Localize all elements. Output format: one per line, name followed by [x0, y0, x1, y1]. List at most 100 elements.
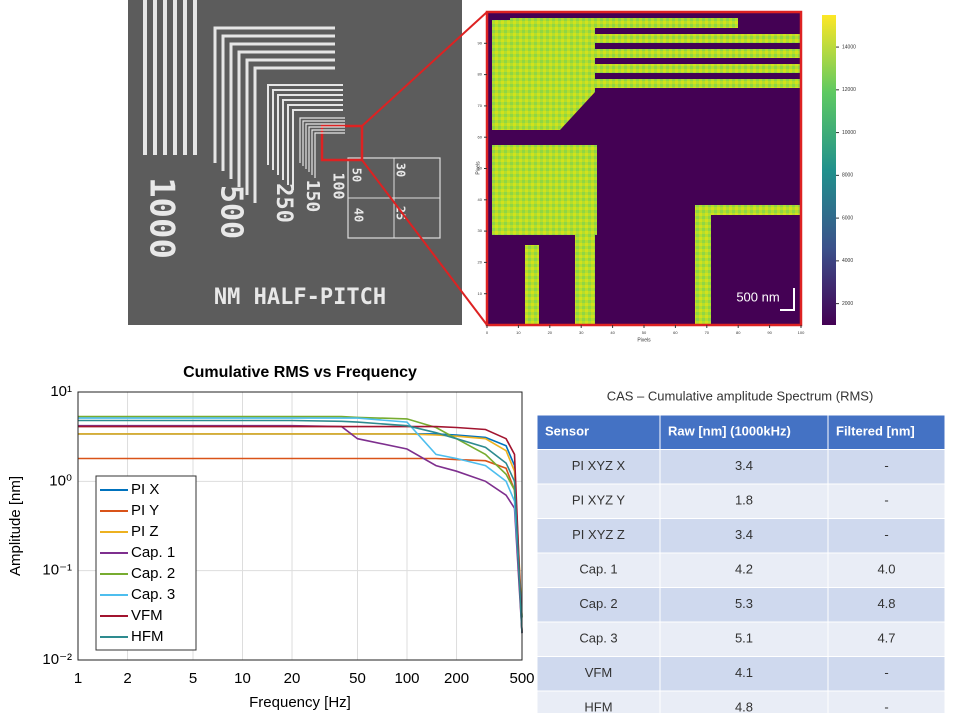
table-cell: [536, 621, 661, 657]
table-cell-text: 3.4: [735, 527, 753, 542]
sem-label: 500: [214, 185, 249, 239]
heatmap-x-tick-label: 100: [798, 330, 805, 335]
table-cell-text: -: [884, 700, 888, 713]
sem-grating: [282, 99, 343, 180]
table-cell-text: HFM: [584, 700, 612, 713]
sem-caption: NM HALF-PITCH: [214, 285, 386, 310]
heatmap-x-tick-label: 10: [516, 330, 521, 335]
table-cell-text: -: [884, 458, 888, 473]
heatmap-x-tick-label: 0: [486, 330, 489, 335]
sem-grating: [237, 50, 335, 187]
legend-label: Cap. 1: [131, 544, 175, 561]
x-tick-label: 500: [509, 670, 534, 687]
sem-grating: [299, 117, 345, 163]
table-cell-text: Cap. 1: [579, 562, 617, 577]
sem-label: 50: [350, 168, 364, 182]
sem-label: 1000: [142, 177, 182, 259]
x-tick-label: 50: [349, 670, 366, 687]
plot-frame: [77, 391, 523, 661]
table-header-cell: [827, 414, 946, 450]
colorbar-tick-label: 14000: [842, 44, 856, 50]
sem-grating: [287, 104, 343, 185]
colorbar-tick-label: 6000: [842, 215, 853, 221]
legend-box: [95, 475, 197, 651]
legend-label: Cap. 2: [131, 565, 175, 582]
table-header-cell: [659, 414, 829, 450]
sem-grating: [221, 34, 335, 171]
series-line: [78, 417, 523, 618]
heatmap-region: [510, 18, 738, 28]
heatmap-y-tick-label: 60: [478, 134, 483, 139]
table-cell: [659, 449, 829, 485]
heatmap-y-tick-label: 80: [478, 72, 483, 77]
heatmap-x-tick-label: 90: [767, 330, 772, 335]
x-tick-label: 1: [74, 670, 82, 687]
table-cell-text: 4.8: [735, 700, 753, 713]
heatmap-x-tick-label: 80: [736, 330, 741, 335]
y-axis-label: Amplitude [nm]: [7, 476, 24, 576]
heatmap-y-tick-label: 90: [478, 40, 483, 45]
table-header-text: Filtered [nm]: [836, 424, 915, 439]
table-cell: [827, 552, 946, 588]
x-tick-label: 100: [394, 670, 419, 687]
heatmap-x-tick-label: 60: [673, 330, 678, 335]
zoom-line: [361, 159, 488, 326]
colorbar-tick-label: 4000: [842, 258, 853, 264]
heatmap-region: [540, 49, 800, 58]
colorbar-tick-label: 8000: [842, 173, 853, 179]
heatmap-region: [492, 145, 597, 235]
colorbar-tick-label: 12000: [842, 87, 856, 93]
table-header-text: Raw [nm] (1000kHz): [668, 424, 791, 439]
heatmap-x-tick-label: 30: [579, 330, 584, 335]
sem-label: 30: [394, 163, 408, 177]
heatmap-y-tick-label: 20: [478, 259, 483, 264]
legend-label: VFM: [131, 607, 163, 624]
table-title: CAS – Cumulative amplitude Spectrum (RMS…: [607, 388, 874, 403]
heatmap-region: [695, 205, 800, 215]
scale-bar: [780, 288, 795, 311]
table-cell: [827, 587, 946, 623]
table-header-cell: [536, 414, 661, 450]
legend-label: PI Z: [131, 523, 159, 540]
x-tick-label: 200: [444, 670, 469, 687]
heatmap-region: [525, 245, 539, 325]
table-cell: [827, 656, 946, 692]
sem-grating: [253, 66, 335, 203]
table: CAS – Cumulative amplitude Spectrum (RMS…: [536, 388, 946, 713]
series-line: [78, 433, 523, 618]
legend-label: PI Y: [131, 502, 159, 519]
table-cell-text: Cap. 2: [579, 596, 617, 611]
table-cell-text: VFM: [585, 665, 612, 680]
sem-label: 40: [352, 208, 366, 222]
heatmap-x-tick-label: 20: [548, 330, 553, 335]
sem-grating: [308, 126, 345, 172]
table-cell: [659, 587, 829, 623]
heatmap-y-tick-label: 70: [478, 103, 483, 108]
sem-grating: [314, 132, 345, 178]
heatmap-ylabel: Pixels: [475, 161, 481, 175]
x-tick-label: 2: [123, 670, 131, 687]
table-cell-text: 5.1: [735, 631, 753, 646]
table-cell: [659, 552, 829, 588]
table-cell-text: 4.7: [877, 631, 895, 646]
sem-label: 100: [330, 172, 348, 199]
heatmap-x-tick-label: 50: [642, 330, 647, 335]
x-tick-label: 5: [189, 670, 197, 687]
table-cell: [827, 449, 946, 485]
heatmap-region: [525, 34, 800, 43]
heatmap-region: [575, 235, 595, 325]
heatmap-region: [695, 205, 711, 325]
table-cell-text: 3.4: [735, 458, 753, 473]
table-cell-text: Cap. 3: [579, 631, 617, 646]
table-header-text: Sensor: [545, 424, 589, 439]
heatmap-y-tick-label: 10: [478, 291, 483, 296]
heatmap-x-tick-label: 70: [705, 330, 710, 335]
chart-title: Cumulative RMS vs Frequency: [183, 364, 417, 381]
heatmap: 500 nm Pixels Pixels 0 10 20 30 40 50 60 70 80 90…: [475, 10, 856, 343]
y-tick-label: 10¹: [50, 383, 72, 400]
table-cell-text: 4.8: [877, 596, 895, 611]
x-tick-label: 10: [234, 670, 251, 687]
table-cell-text: 1.8: [735, 493, 753, 508]
zoom-box: [320, 124, 364, 162]
